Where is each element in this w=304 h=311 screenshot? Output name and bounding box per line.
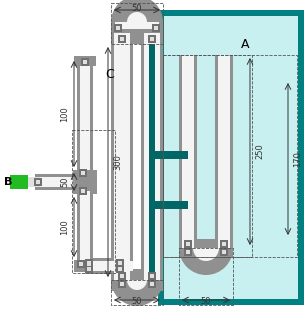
Bar: [111, 22, 163, 44]
Bar: [116, 265, 124, 273]
Bar: [80, 58, 90, 173]
Bar: [120, 37, 124, 41]
Bar: [186, 250, 190, 254]
Bar: [184, 240, 192, 248]
Wedge shape: [193, 248, 219, 261]
Polygon shape: [152, 201, 162, 209]
Bar: [116, 26, 120, 30]
Bar: [120, 274, 124, 278]
Bar: [85, 259, 93, 267]
Bar: [81, 189, 85, 193]
Bar: [218, 55, 230, 248]
Polygon shape: [152, 151, 162, 159]
Bar: [118, 261, 122, 265]
Bar: [85, 258, 133, 274]
Bar: [149, 44, 155, 280]
Wedge shape: [111, 280, 163, 306]
Polygon shape: [178, 201, 188, 209]
Bar: [114, 24, 122, 32]
Bar: [77, 191, 93, 260]
Bar: [85, 260, 93, 268]
Bar: [111, 33, 133, 280]
Bar: [141, 33, 163, 280]
Polygon shape: [178, 151, 188, 159]
Bar: [81, 171, 85, 175]
Bar: [148, 280, 156, 288]
Bar: [77, 58, 93, 173]
Bar: [77, 260, 85, 268]
Bar: [87, 267, 91, 271]
Bar: [179, 55, 197, 248]
Bar: [36, 180, 40, 184]
Bar: [118, 280, 126, 288]
Wedge shape: [111, 0, 163, 22]
Bar: [114, 33, 130, 280]
Text: 50: 50: [132, 4, 142, 13]
Bar: [79, 169, 87, 177]
Text: C: C: [105, 68, 114, 81]
Bar: [152, 151, 188, 159]
Bar: [35, 174, 75, 190]
Bar: [10, 175, 28, 189]
Text: 250: 250: [255, 144, 264, 159]
Text: 50: 50: [60, 177, 69, 187]
Text: 50: 50: [132, 297, 142, 306]
Bar: [150, 37, 154, 41]
Bar: [111, 269, 163, 291]
Bar: [152, 24, 160, 32]
Bar: [73, 170, 97, 194]
Text: 170: 170: [293, 151, 302, 167]
Bar: [186, 242, 190, 246]
Bar: [179, 239, 233, 257]
Bar: [79, 262, 83, 266]
Bar: [115, 22, 159, 29]
Bar: [144, 33, 160, 280]
Bar: [164, 16, 298, 299]
Text: 100: 100: [60, 219, 69, 235]
Bar: [118, 35, 126, 43]
Bar: [73, 174, 77, 190]
Text: B: B: [4, 177, 12, 187]
Bar: [220, 248, 228, 256]
Bar: [150, 282, 154, 286]
Bar: [222, 242, 226, 246]
Bar: [158, 10, 304, 305]
Bar: [85, 261, 133, 271]
Wedge shape: [179, 248, 233, 275]
Bar: [74, 56, 96, 66]
Bar: [85, 265, 93, 273]
Bar: [87, 261, 91, 265]
Bar: [87, 262, 91, 266]
Bar: [81, 58, 89, 66]
Bar: [182, 55, 194, 248]
Bar: [220, 240, 228, 248]
Bar: [120, 282, 124, 286]
Bar: [34, 178, 42, 186]
Bar: [79, 187, 87, 195]
Bar: [35, 177, 75, 187]
Text: 50: 50: [201, 297, 211, 306]
Text: A: A: [241, 39, 249, 52]
Bar: [152, 201, 188, 209]
Text: 300: 300: [113, 154, 122, 170]
Bar: [116, 259, 124, 267]
Bar: [184, 248, 192, 256]
Bar: [148, 35, 156, 43]
Bar: [154, 26, 158, 30]
Bar: [83, 60, 87, 64]
Bar: [80, 191, 90, 260]
Wedge shape: [127, 12, 147, 22]
Bar: [148, 272, 156, 280]
Text: 100: 100: [60, 106, 69, 122]
Bar: [215, 55, 233, 248]
Bar: [74, 260, 96, 272]
Bar: [222, 250, 226, 254]
Bar: [118, 272, 126, 280]
Wedge shape: [127, 280, 147, 290]
Bar: [28, 177, 40, 187]
Bar: [118, 267, 122, 271]
Bar: [150, 274, 154, 278]
